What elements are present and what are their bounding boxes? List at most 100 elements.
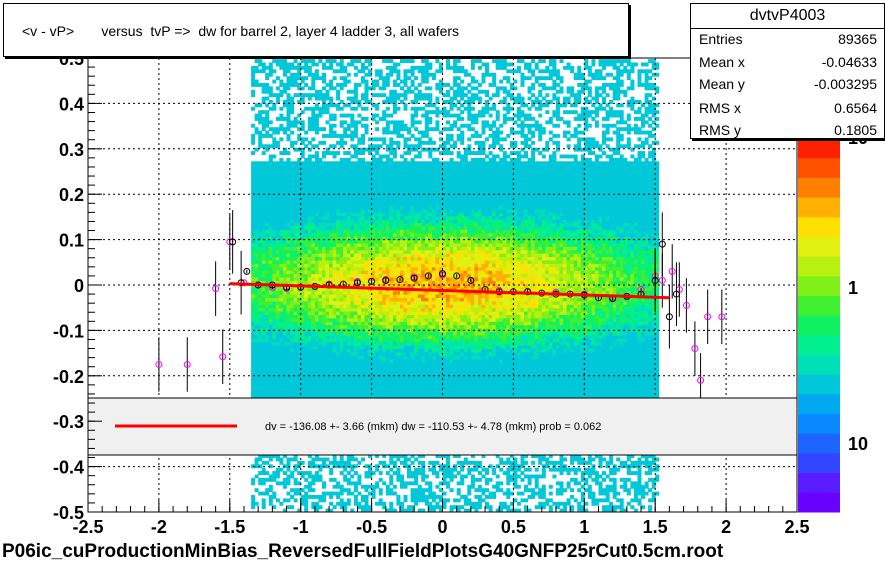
density-cell — [364, 379, 369, 384]
density-cell — [272, 171, 277, 176]
density-cell — [307, 345, 312, 350]
density-cell — [322, 345, 326, 350]
density-cell — [403, 508, 408, 513]
density-cell — [414, 379, 419, 384]
density-cell — [417, 277, 422, 281]
density-cell — [290, 215, 295, 220]
density-cell — [392, 334, 397, 339]
density-cell — [414, 481, 419, 486]
density-cell — [378, 198, 383, 203]
density-cell — [283, 321, 287, 326]
density-cell — [371, 317, 376, 322]
density-cell — [392, 389, 397, 394]
density-cell — [318, 341, 323, 346]
density-cell — [304, 317, 309, 322]
density-cell — [407, 317, 411, 322]
density-cell — [403, 352, 408, 356]
density-cell — [346, 212, 351, 217]
density-cell — [375, 317, 380, 322]
density-cell — [268, 300, 273, 305]
density-cell — [392, 372, 397, 377]
density-cell — [297, 72, 302, 77]
density-cell — [304, 219, 309, 224]
density-cell — [279, 246, 284, 251]
density-cell — [364, 236, 369, 241]
density-cell — [254, 352, 259, 356]
density-cell — [293, 178, 298, 183]
density-cell — [414, 352, 419, 356]
density-cell — [361, 338, 365, 343]
density-cell — [414, 174, 419, 179]
density-cell — [329, 113, 334, 118]
density-cell — [336, 263, 341, 268]
density-cell — [332, 290, 337, 295]
density-cell — [364, 191, 369, 196]
density-cell — [300, 110, 305, 115]
density-cell — [414, 477, 419, 482]
density-cell — [297, 205, 302, 210]
density-cell — [272, 249, 277, 254]
density-cell — [307, 256, 312, 261]
density-cell — [258, 195, 263, 200]
density-cell — [286, 178, 291, 183]
density-cell — [336, 178, 341, 183]
density-cell — [329, 382, 334, 387]
density-cell — [371, 348, 376, 353]
density-cell — [297, 215, 302, 220]
density-cell — [300, 474, 305, 479]
density-cell — [300, 123, 305, 128]
density-cell — [268, 229, 273, 234]
density-cell — [265, 174, 270, 179]
density-cell — [414, 263, 419, 268]
density-cell — [314, 188, 319, 193]
density-cell — [350, 287, 355, 292]
density-cell — [279, 202, 284, 206]
density-cell — [307, 161, 312, 166]
density-cell — [378, 215, 383, 220]
density-cell — [382, 239, 387, 244]
density-cell — [258, 168, 263, 172]
density-cell — [293, 321, 298, 326]
density-cell — [350, 256, 355, 261]
density-cell — [329, 83, 334, 87]
density-cell — [261, 195, 266, 200]
density-cell — [385, 290, 390, 295]
density-cell — [378, 345, 383, 350]
density-cell — [297, 157, 302, 162]
density-cell — [353, 151, 358, 155]
density-cell — [389, 212, 394, 217]
density-cell — [290, 287, 295, 292]
density-cell — [371, 294, 376, 298]
density-cell — [322, 270, 326, 275]
density-cell — [368, 467, 373, 472]
density-cell — [325, 311, 330, 315]
density-cell — [346, 164, 351, 169]
density-cell — [268, 382, 273, 387]
density-cell — [364, 215, 369, 220]
density-cell — [329, 477, 334, 482]
density-cell — [322, 134, 326, 138]
density-cell — [385, 341, 390, 346]
density-cell — [361, 174, 365, 179]
density-cell — [304, 157, 309, 162]
density-cell — [332, 212, 337, 217]
density-cell — [268, 362, 273, 367]
density-cell — [272, 79, 277, 84]
density-cell — [400, 212, 404, 217]
density-cell — [364, 256, 369, 261]
density-cell — [290, 253, 295, 258]
density-cell — [332, 457, 337, 462]
density-cell — [251, 369, 256, 373]
density-cell — [261, 481, 266, 486]
density-cell — [261, 352, 266, 356]
density-cell — [254, 314, 259, 319]
density-cell — [286, 375, 291, 380]
density-cell — [329, 358, 334, 363]
density-cell — [414, 324, 419, 329]
density-cell — [258, 266, 263, 271]
density-cell — [375, 375, 380, 380]
density-cell — [417, 219, 422, 224]
density-cell — [265, 471, 270, 475]
density-cell — [400, 386, 404, 390]
density-cell — [275, 389, 280, 394]
